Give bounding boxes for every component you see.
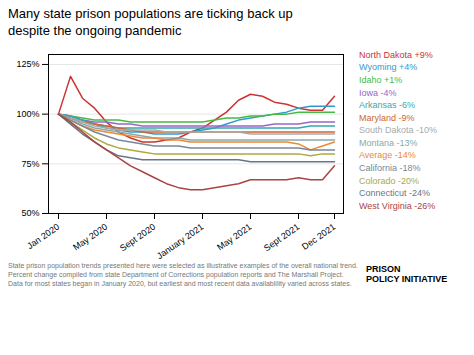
html-text:Colorado -20%: Colorado -20% [359,175,419,186]
svg-text:75%: 75% [21,158,39,168]
html-text:PRISON POLICY INITIATIVE: PRISON POLICY INITIATIVE [366,263,448,285]
html-text:North Dakota +9%: North Dakota +9% [359,49,433,60]
html-text:California -18%: California -18% [359,163,421,173]
svg-text:May 2021: May 2021 [215,221,253,252]
html-text:State prison population trends: State prison population trends presented… [8,261,358,287]
svg-text:Dec 2021: Dec 2021 [300,221,337,251]
html-text:Wyoming +4%: Wyoming +4% [359,62,418,73]
html-text:Idaho +1%: Idaho +1% [359,74,403,85]
html-text:Average -14%: Average -14% [359,150,416,161]
svg-text:January 2021: January 2021 [155,221,205,258]
svg-text:50%: 50% [21,208,39,218]
svg-text:125%: 125% [16,59,39,69]
svg-text:Sept 2021: Sept 2021 [262,221,301,253]
svg-text:Sept 2020: Sept 2020 [118,221,157,253]
svg-text:May 2020: May 2020 [71,221,109,252]
html-text:Maryland -9%: Maryland -9% [359,112,415,123]
html-text:South Dakota -10%: South Dakota -10% [359,125,437,136]
svg-text:100%: 100% [16,109,39,119]
html-text:West Virginia -26%: West Virginia -26% [359,200,436,211]
html-text:Montana -13%: Montana -13% [359,137,418,148]
svg-text:Jan 2020: Jan 2020 [25,221,61,250]
html-text:Iowa -4%: Iowa -4% [359,87,397,98]
html-text:Many state prison populations: Many state prison populations are tickin… [8,6,293,38]
html-text:Connecticut -24%: Connecticut -24% [359,188,430,199]
html-text:Arkansas -6%: Arkansas -6% [359,100,415,111]
